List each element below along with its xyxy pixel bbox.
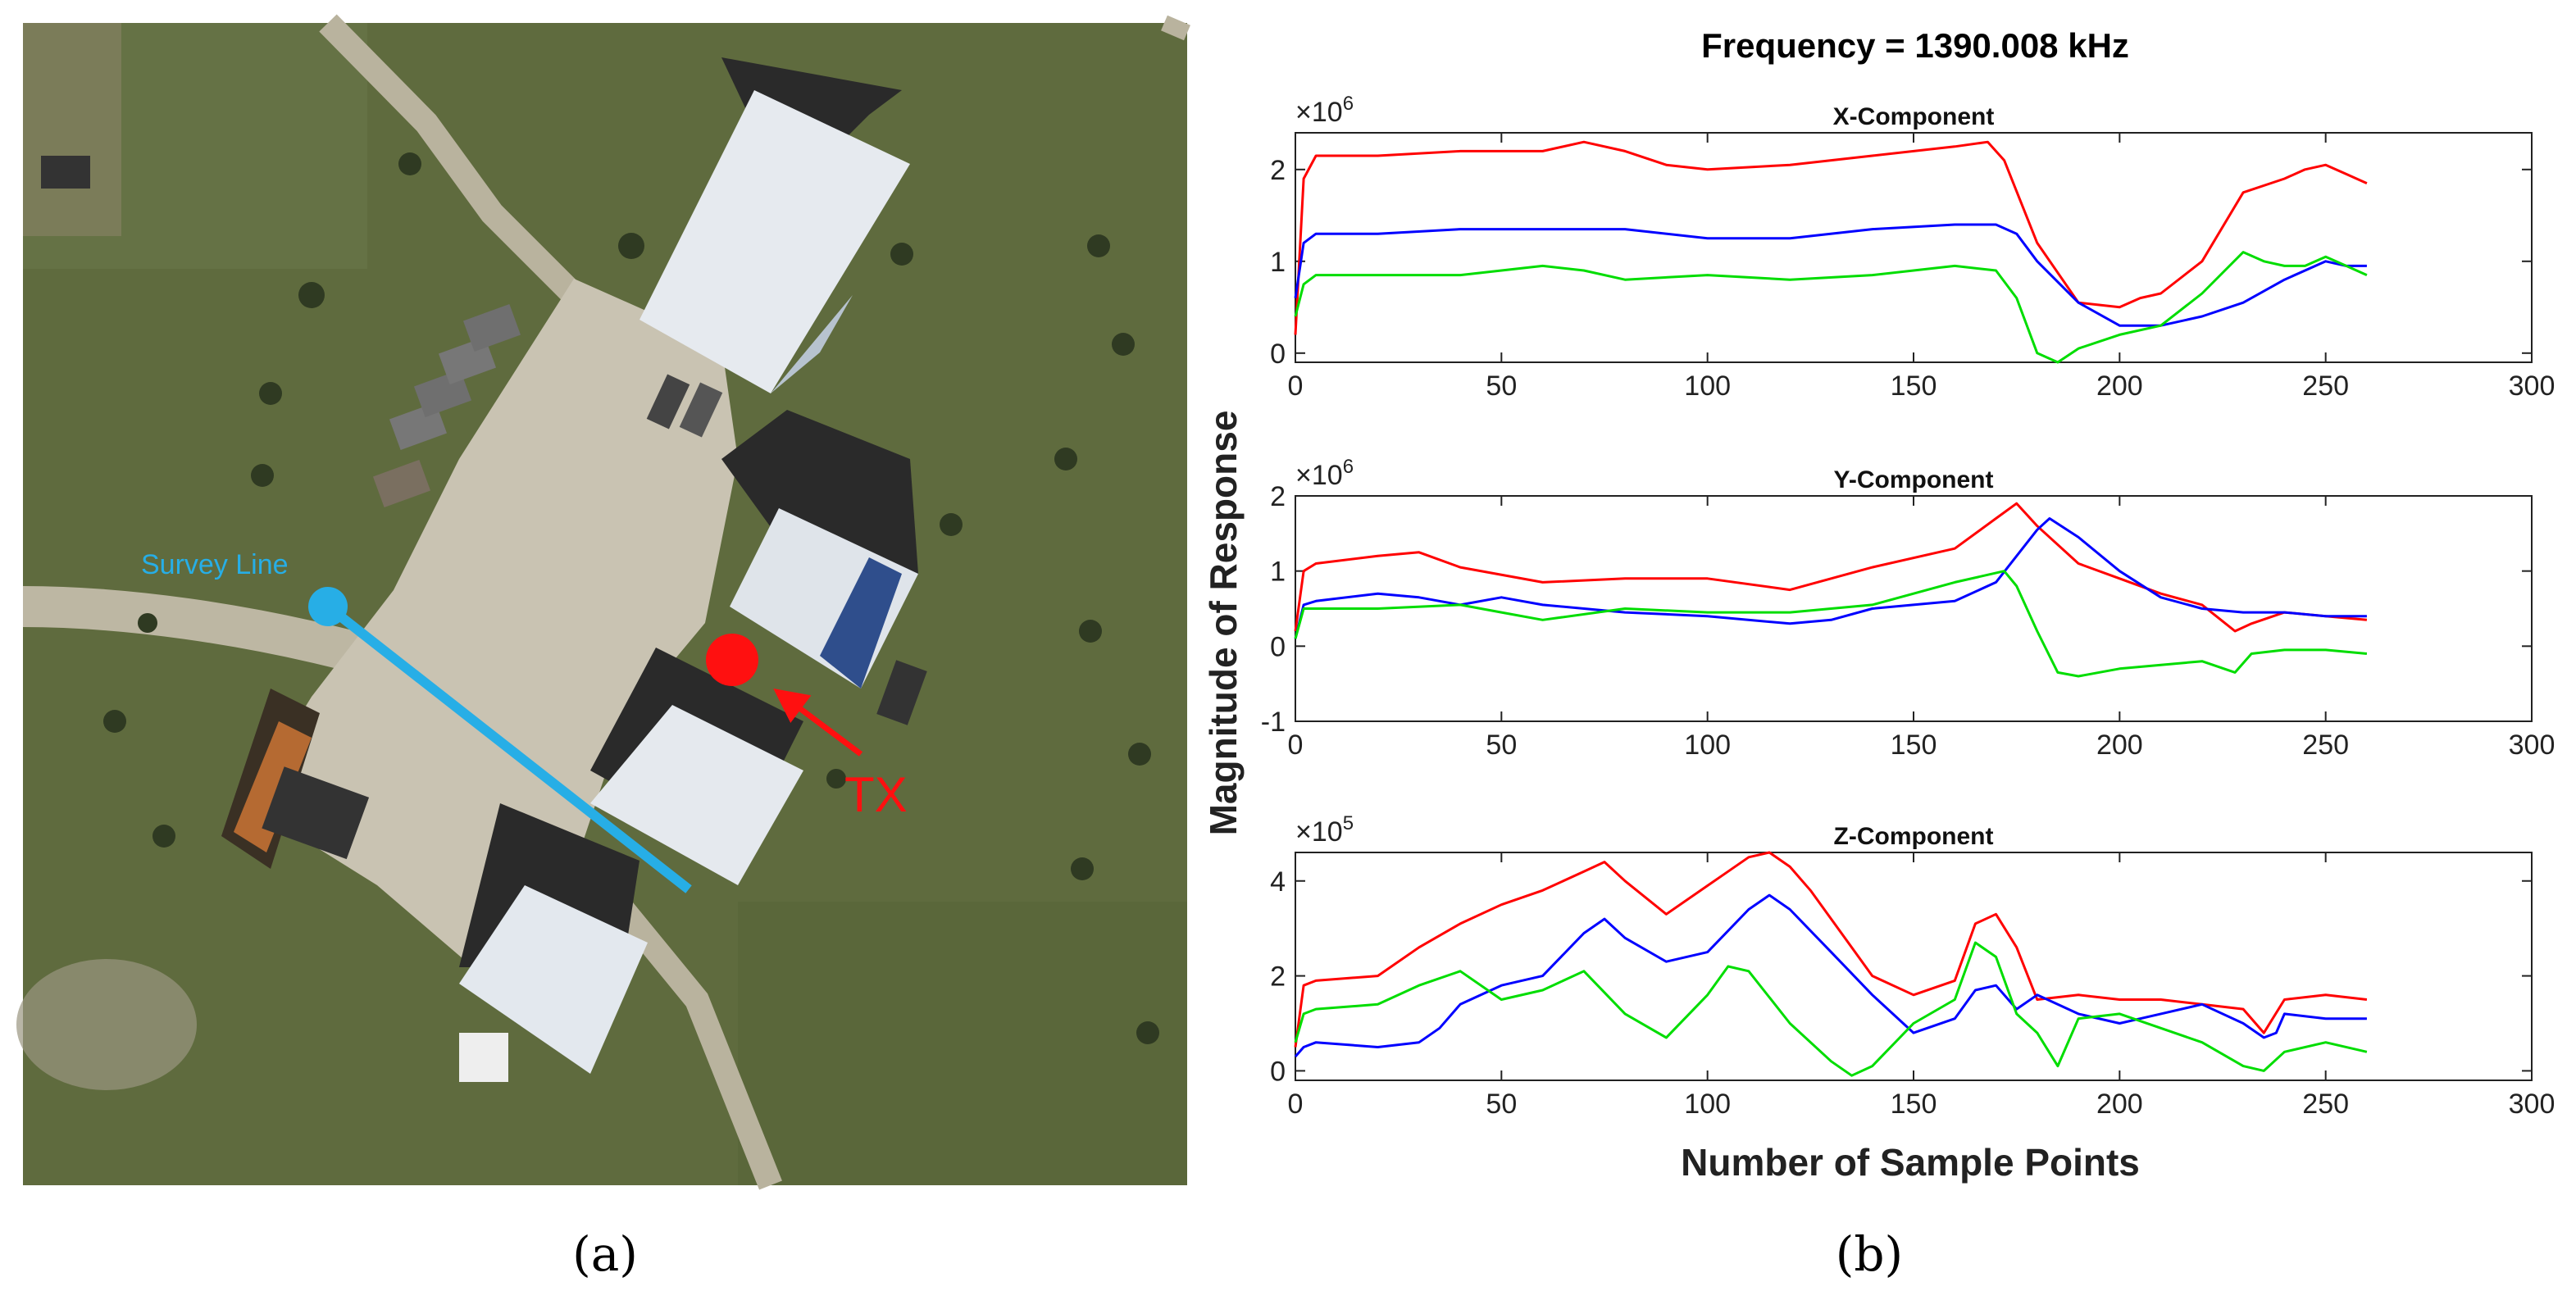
series-line-red	[1294, 502, 2368, 633]
x-tick-label: 200	[2096, 730, 2143, 761]
road	[613, 902, 782, 1190]
x-tick-label: 0	[1288, 370, 1304, 402]
x-tick-label: 50	[1486, 730, 1517, 761]
y-tick-label: -1	[1261, 707, 1286, 738]
series-line-green	[1294, 570, 2368, 678]
grass-patch	[738, 902, 1187, 1185]
x-tick-label: 150	[1891, 370, 1937, 402]
survey-line-label: Survey Line	[141, 549, 289, 580]
x-tick-label: 200	[2096, 1089, 2143, 1120]
series-line-blue	[1294, 517, 2367, 639]
panel-z-component: Z-Component ×105 0 50 100 150 200 250 300 0 2 4	[1270, 812, 2555, 1120]
panel-title: Z-Component	[1834, 823, 1994, 850]
trailers	[41, 156, 927, 1082]
panel-x-component: X-Component ×106 0 50 100 150 200 250 300 0 1 2	[1270, 93, 2555, 402]
building	[590, 648, 803, 885]
panel-frame	[1295, 132, 2533, 363]
axis-exponent: ×105	[1295, 812, 1354, 848]
x-tick-label: 0	[1288, 1089, 1304, 1120]
y-axis-label: Magnitude of Response	[1202, 411, 1245, 836]
y-tick-label: 0	[1270, 1056, 1286, 1087]
building	[721, 410, 918, 689]
series-line-blue	[1294, 223, 2367, 327]
y-tick-label: 1	[1270, 247, 1286, 278]
aerial-map: Survey Line TX	[16, 14, 1190, 1190]
x-tick-label: 250	[2302, 730, 2349, 761]
x-tick-label: 100	[1684, 730, 1731, 761]
x-axis-label: Number of Sample Points	[1681, 1141, 2140, 1184]
chart: Frequency = 1390.008 kHz Magnitude of Re…	[1202, 26, 2555, 1184]
tx-label: TX	[844, 767, 908, 822]
building	[459, 803, 648, 1074]
x-tick-label: 300	[2509, 730, 2556, 761]
axis-exponent: ×106	[1295, 93, 1354, 128]
panel-title: Y-Component	[1834, 466, 1994, 493]
building	[221, 689, 370, 869]
x-tick-label: 250	[2302, 1089, 2349, 1120]
building	[639, 57, 910, 393]
tx-marker	[706, 634, 758, 686]
x-tick-label: 300	[2509, 1089, 2556, 1120]
x-tick-label: 50	[1486, 370, 1517, 402]
series-line-red	[1294, 140, 2368, 335]
dirt-patch	[16, 959, 197, 1090]
y-tick-label: 0	[1270, 339, 1286, 370]
chart-title: Frequency = 1390.008 kHz	[1701, 26, 2129, 65]
x-tick-label: 150	[1891, 1089, 1937, 1120]
road	[1161, 15, 1190, 41]
x-tick-label: 0	[1288, 730, 1304, 761]
paved-lot	[246, 279, 738, 984]
y-tick-label: 2	[1270, 155, 1286, 186]
panel-title: X-Component	[1833, 103, 1995, 130]
x-tick-label: 250	[2302, 370, 2349, 402]
tx-arrow	[773, 688, 863, 757]
y-tick-label: 2	[1270, 961, 1286, 993]
y-tick-label: 4	[1270, 866, 1286, 898]
trees	[103, 152, 1159, 1044]
panel-frame	[1295, 495, 2533, 722]
axis-exponent: ×106	[1295, 456, 1354, 491]
caption-b: (b)	[1836, 1226, 1903, 1282]
x-tick-label: 50	[1486, 1089, 1517, 1120]
survey-line	[308, 587, 692, 893]
y-tick-label: 0	[1270, 631, 1286, 662]
x-tick-label: 100	[1684, 1089, 1731, 1120]
y-tick-label: 2	[1270, 481, 1286, 512]
x-tick-label: 200	[2096, 370, 2143, 402]
x-tick-label: 300	[2509, 370, 2556, 402]
series-line-red	[1294, 851, 2368, 1048]
x-tick-label: 150	[1891, 730, 1937, 761]
dirt-patch	[23, 23, 121, 236]
road	[319, 14, 583, 304]
x-tick-label: 100	[1684, 370, 1731, 402]
series-line-blue	[1294, 893, 2367, 1057]
series-line-green	[1294, 941, 2368, 1077]
caption-a: (a)	[572, 1226, 638, 1282]
road	[22, 586, 375, 676]
y-tick-label: 1	[1270, 557, 1286, 588]
series-line-green	[1294, 251, 2368, 364]
